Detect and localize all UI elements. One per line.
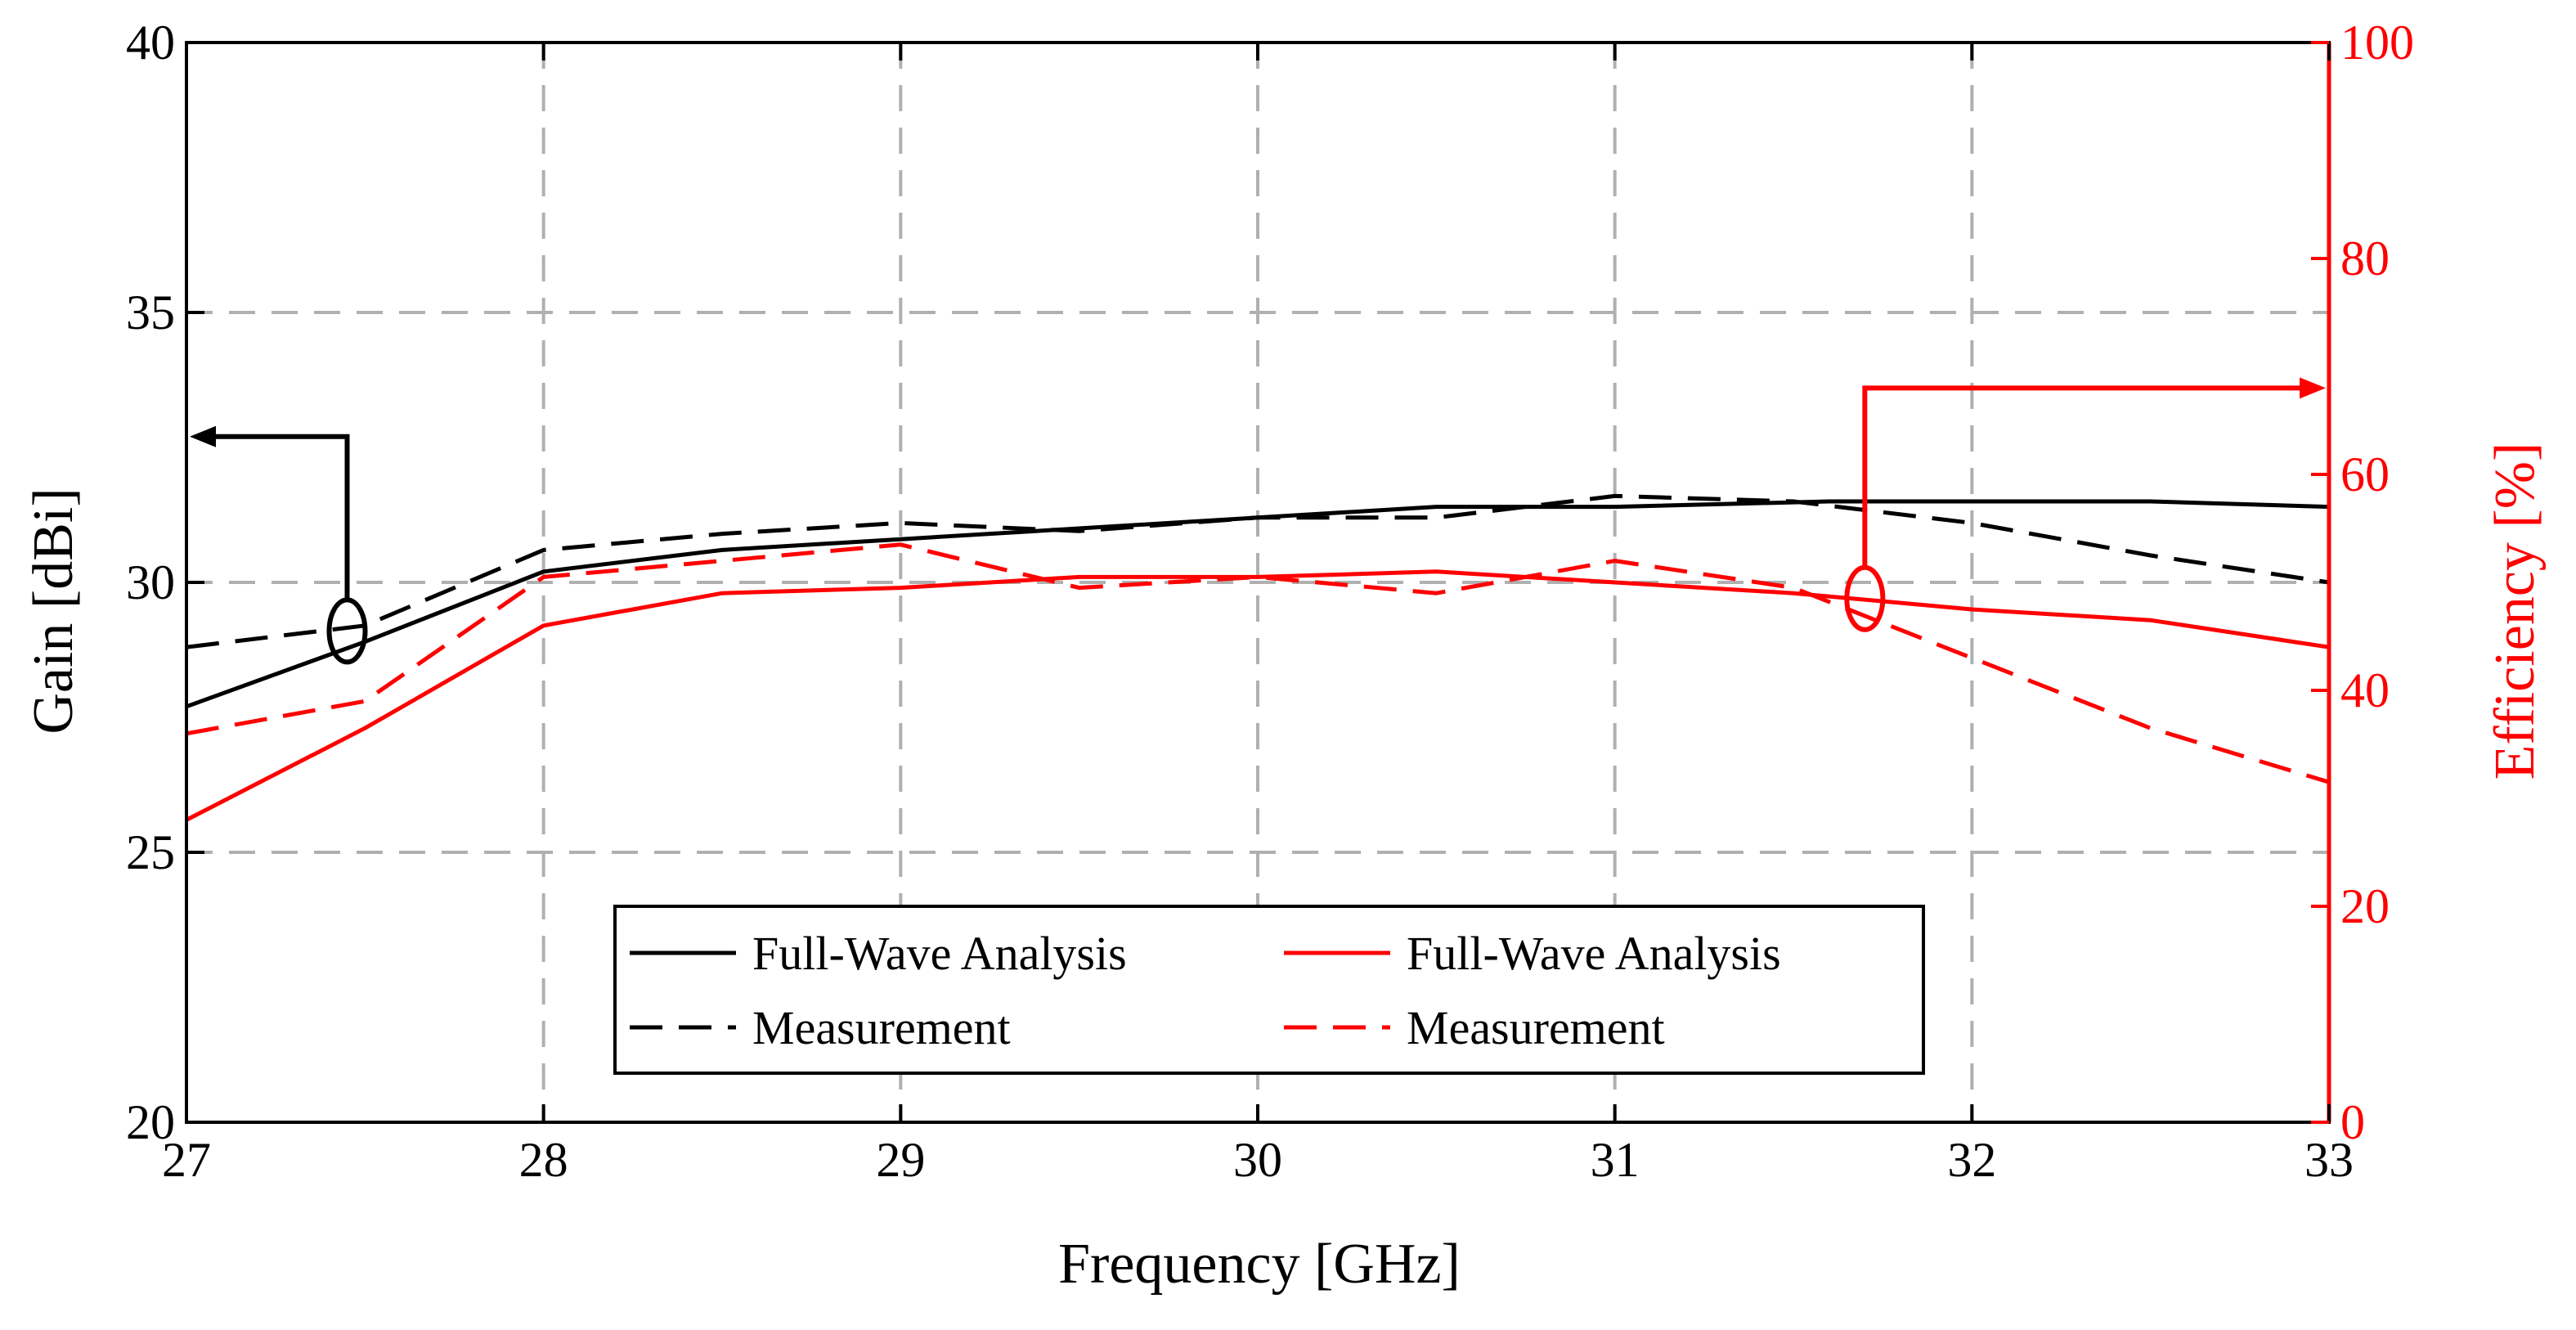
legend-label-efficiency-measurement: Measurement [1407,1001,1665,1054]
series-line-efficiency-measurement [186,542,2330,784]
annotation-arrow-right [1862,385,2301,568]
x-tick-label: 32 [1947,1133,1996,1187]
series-lines [185,493,2330,822]
arrow-head-right-icon [2300,377,2326,399]
y-left-tick-label: 35 [126,285,175,339]
y-right-tick-label: 60 [2340,447,2390,501]
x-axis-title: Frequency [GHz] [1058,1233,1461,1296]
y-right-axis-title: Efficiency [%] [2484,443,2547,780]
y-left-tick-label: 20 [126,1095,175,1149]
series-line-gain-measurement [186,493,2330,649]
x-tick-label: 31 [1591,1133,1640,1187]
x-tick-label: 29 [876,1133,925,1187]
series-line-efficiency-fullwave [185,569,2330,822]
legend-label-efficiency-fullwave: Full-Wave Analysis [1407,927,1781,980]
x-tick-label: 33 [2304,1133,2354,1187]
y-right-tick-label: 40 [2340,663,2390,717]
x-tick-label: 27 [162,1133,211,1187]
y-right-tick-label: 20 [2340,879,2390,933]
x-tick-label: 30 [1233,1133,1282,1187]
x-tick-label: 28 [519,1133,568,1187]
annotations [190,377,2326,665]
y-left-tick-label: 25 [126,825,175,879]
y-left-tick-label: 30 [126,555,175,609]
y-right-tick-label: 0 [2340,1095,2365,1149]
legend-box [613,905,1925,1075]
y-right-tick-label: 80 [2340,231,2390,285]
y-right-tick-label: 100 [2340,16,2414,70]
legend: Full-Wave Analysis Measurement Full-Wave… [613,905,1925,1075]
y-left-axis-title: Gain [dBi] [22,488,85,734]
arrow-head-left-icon [190,425,216,447]
y-left-tick-label: 40 [126,16,175,70]
legend-label-gain-fullwave: Full-Wave Analysis [752,927,1127,980]
annotation-arrow-left [214,434,350,600]
ticks: 27 28 29 30 31 32 33 20 25 30 35 40 0 20 40 60 80 100 [126,16,2414,1187]
legend-label-gain-measurement: Measurement [752,1001,1011,1054]
